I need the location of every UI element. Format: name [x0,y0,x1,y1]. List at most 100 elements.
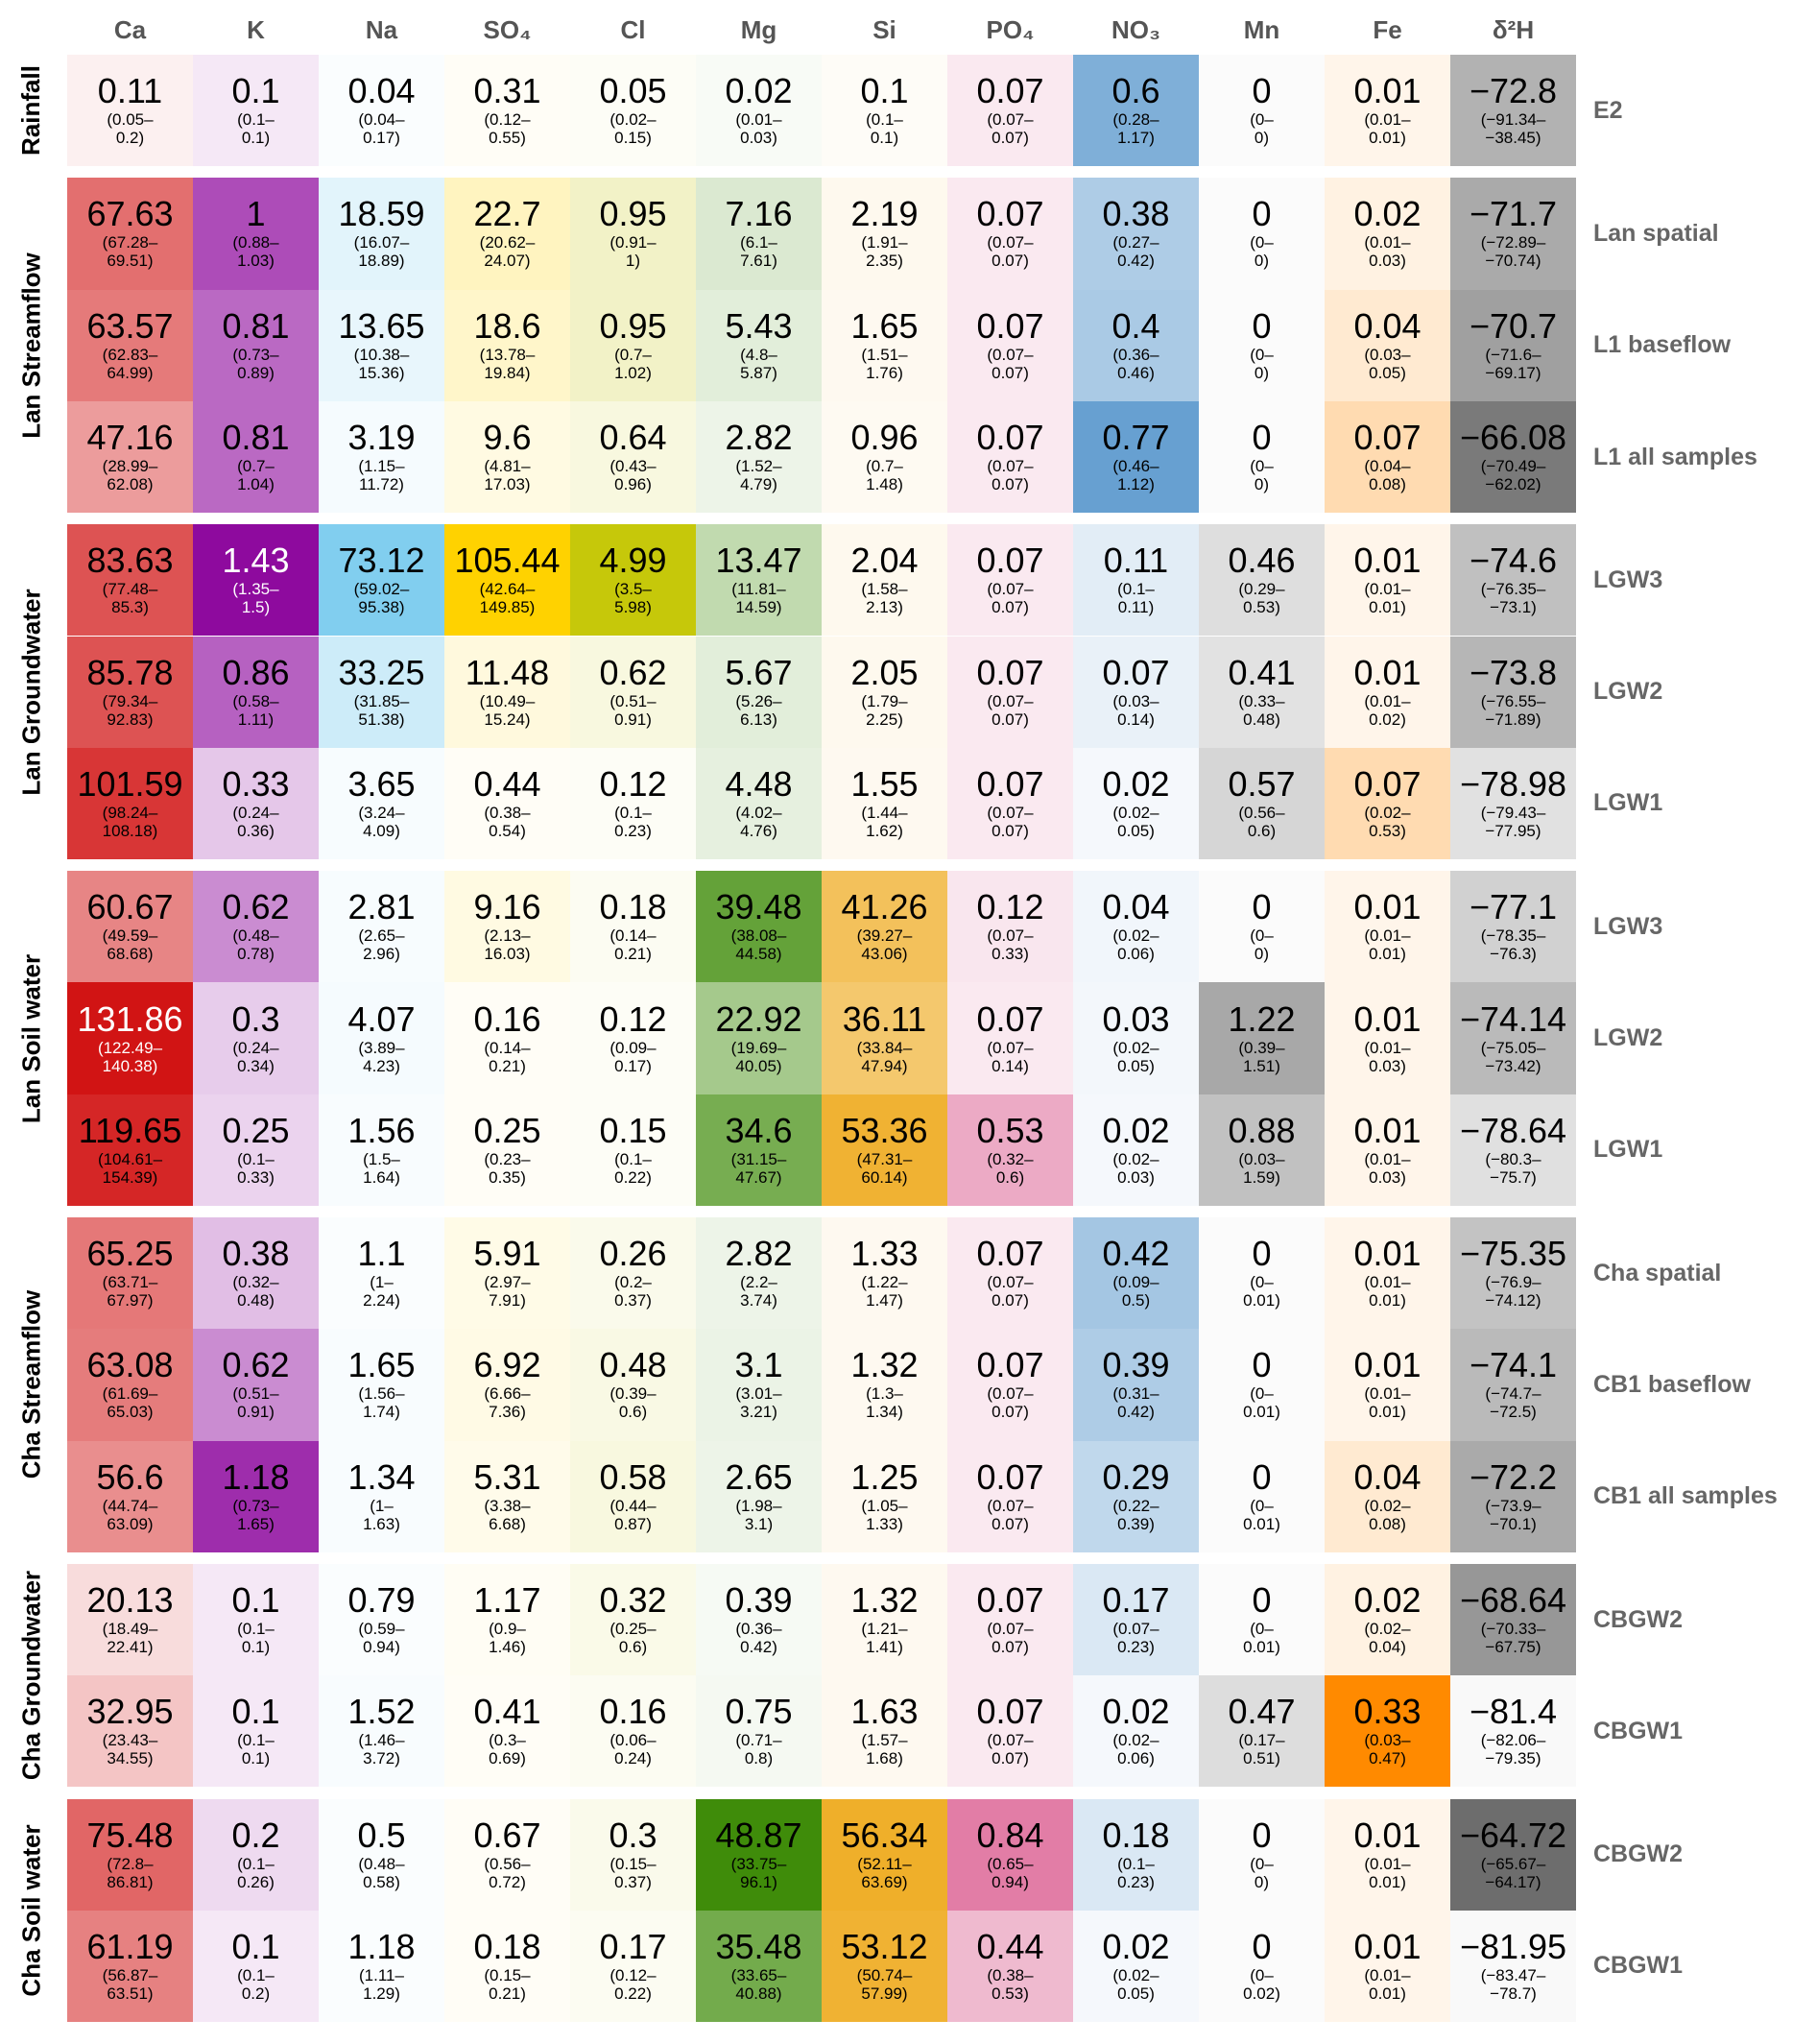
cell-range-low: (0.1– [1117,580,1155,599]
cell-range-high: 0.26) [237,1872,275,1891]
cell-range: (−78.35– −76.3) [1481,926,1546,963]
cell-range-low: (0– [1250,1965,1274,1984]
cell-range-low: (0.1– [237,1620,275,1639]
cell-range-low: (0.02– [1112,1731,1159,1750]
cell-range-low: (−76.9– [1485,1273,1541,1292]
cell-range-high: 0.07) [992,475,1029,494]
cell-range: (0.07– 0.07) [987,457,1033,493]
column-header: K [247,14,265,44]
row-label: LGW3 [1593,912,1663,940]
cell-range-low: (0.01– [1364,926,1411,946]
cell-range-high: 0.08) [1369,1514,1406,1533]
cell-range-high: 0.39) [1117,1514,1155,1533]
cell-range-low: (0.07– [987,1620,1034,1639]
cell-range-high: 0.02) [1369,709,1406,729]
heatmap-cell: 0.42 (0.09– 0.5) [1073,1217,1199,1330]
cell-range-high: 68.68) [107,945,154,964]
cell-value: 0.58 [599,1456,667,1497]
cell-range-high: 0.03) [740,129,777,148]
cell-value: 1.17 [473,1580,541,1621]
cell-value: 9.16 [473,887,541,927]
cell-range: (122.49– 140.38) [98,1039,162,1075]
cell-value: 0 [1252,887,1272,927]
heatmap-cell: 47.16 (28.99– 62.08) [67,400,193,514]
cell-range-low: (0.32– [232,1273,279,1292]
heatmap-cell: 2.82 (1.52– 4.79) [696,400,822,514]
cell-range-low: (0.17– [1238,1731,1285,1750]
cell-range-low: (1.44– [861,803,908,822]
heatmap-cell: −74.1 (−74.7– −72.5) [1450,1329,1576,1441]
cell-range: (0– 0) [1250,110,1274,147]
cell-range: (1.51– 1.76) [861,346,907,382]
cell-range-low: (61.69– [102,1384,158,1404]
cell-range: (0.02– 0.05) [1112,804,1159,840]
cell-range-high: 0.58) [363,1872,400,1891]
heatmap-cell: 0.31 (0.12– 0.55) [444,55,570,167]
heatmap-cell: 0.33 (0.24– 0.36) [193,747,319,860]
cell-range: (56.87– 63.51) [103,1966,158,2003]
cell-value: −78.98 [1459,763,1567,804]
cell-range-high: 2.35) [866,252,903,271]
cell-range: (1.91– 2.35) [861,233,907,270]
cell-range-low: (63.71– [102,1273,158,1292]
cell-range-low: (0– [1250,1620,1274,1639]
cell-value: 0.48 [599,1345,667,1385]
cell-value: 0.31 [473,71,541,111]
cell-range: (0.07– 0.23) [1112,1620,1159,1656]
cell-range-high: −74.12) [1485,1291,1541,1311]
row-label: CBGW2 [1593,1840,1684,1868]
cell-value: 0.18 [599,887,667,927]
cell-range: (0.32– 0.48) [232,1273,278,1310]
cell-value: −70.7 [1469,305,1558,346]
cell-range-high: 0.07) [992,1291,1029,1311]
cell-range-high: 34.55) [107,1749,154,1768]
cell-range-high: 1) [625,252,641,271]
cell-range-low: (0.32– [987,1149,1034,1168]
heatmap-cell: 0.16 (0.14– 0.21) [444,982,570,1094]
cell-range-low: (0– [1250,1496,1274,1515]
cell-range-high: 44.58) [735,945,782,964]
cell-value: 0.62 [222,1345,290,1385]
heatmap-cell: 0 (0– 0) [1199,178,1325,290]
cell-range-high: 0.21) [489,1056,526,1075]
column-header: Mn [1243,14,1280,44]
cell-range: (3.01– 3.21) [735,1384,781,1421]
cell-range-high: 0.01) [1369,1872,1406,1891]
group-label: Cha Streamflow [15,1290,45,1479]
cell-range: (0.46– 1.12) [1112,457,1159,493]
heatmap-cell: 1.18 (0.73– 1.65) [193,1440,319,1552]
heatmap-cell: 0.58 (0.44– 0.87) [570,1440,696,1552]
cell-range-low: (−83.47– [1480,1965,1546,1984]
cell-value: 22.92 [715,998,802,1039]
heatmap-cell: 0.17 (0.12– 0.22) [570,1910,696,2023]
cell-range-low: (31.15– [730,1149,787,1168]
cell-range-low: (20.62– [479,233,536,252]
cell-range: (0.73– 1.65) [232,1497,278,1533]
cell-range-high: 11.72) [359,475,404,494]
cell-range: (38.08– 44.58) [731,926,787,963]
cell-range-low: (6.66– [484,1384,531,1404]
cell-range-high: 0.17) [363,129,400,148]
cell-value: 0 [1252,418,1272,458]
cell-value: 1.56 [347,1110,416,1150]
cell-range-low: (0.48– [358,1854,405,1873]
cell-value: 1.52 [347,1692,416,1732]
cell-range-high: 62.08) [107,475,154,494]
heatmap-cell: 1.17 (0.9– 1.46) [444,1563,570,1676]
cell-range-low: (0.07– [987,691,1034,710]
cell-value: 0 [1252,305,1272,346]
cell-range-low: (0.01– [1364,1854,1411,1873]
heatmap-cell: 0.04 (0.04– 0.17) [319,55,444,167]
cell-range-high: 0.34) [237,1056,275,1075]
heatmap-cell: 18.59 (16.07– 18.89) [319,178,444,290]
cell-range: (1.98– 3.1) [735,1497,781,1533]
heatmap-cell: 41.26 (39.27– 43.06) [822,871,947,983]
heatmap-cell: 0.75 (0.71– 0.8) [696,1675,822,1788]
cell-range: (98.24– 108.18) [103,804,158,840]
group-label: Lan Soil water [15,953,45,1123]
cell-range-low: (0.73– [232,345,279,364]
cell-range-high: 47.67) [735,1167,782,1187]
cell-range-high: 65.03) [107,1403,154,1422]
cell-range-low: (2.65– [358,926,405,946]
cell-range-high: 0.23) [614,821,652,840]
